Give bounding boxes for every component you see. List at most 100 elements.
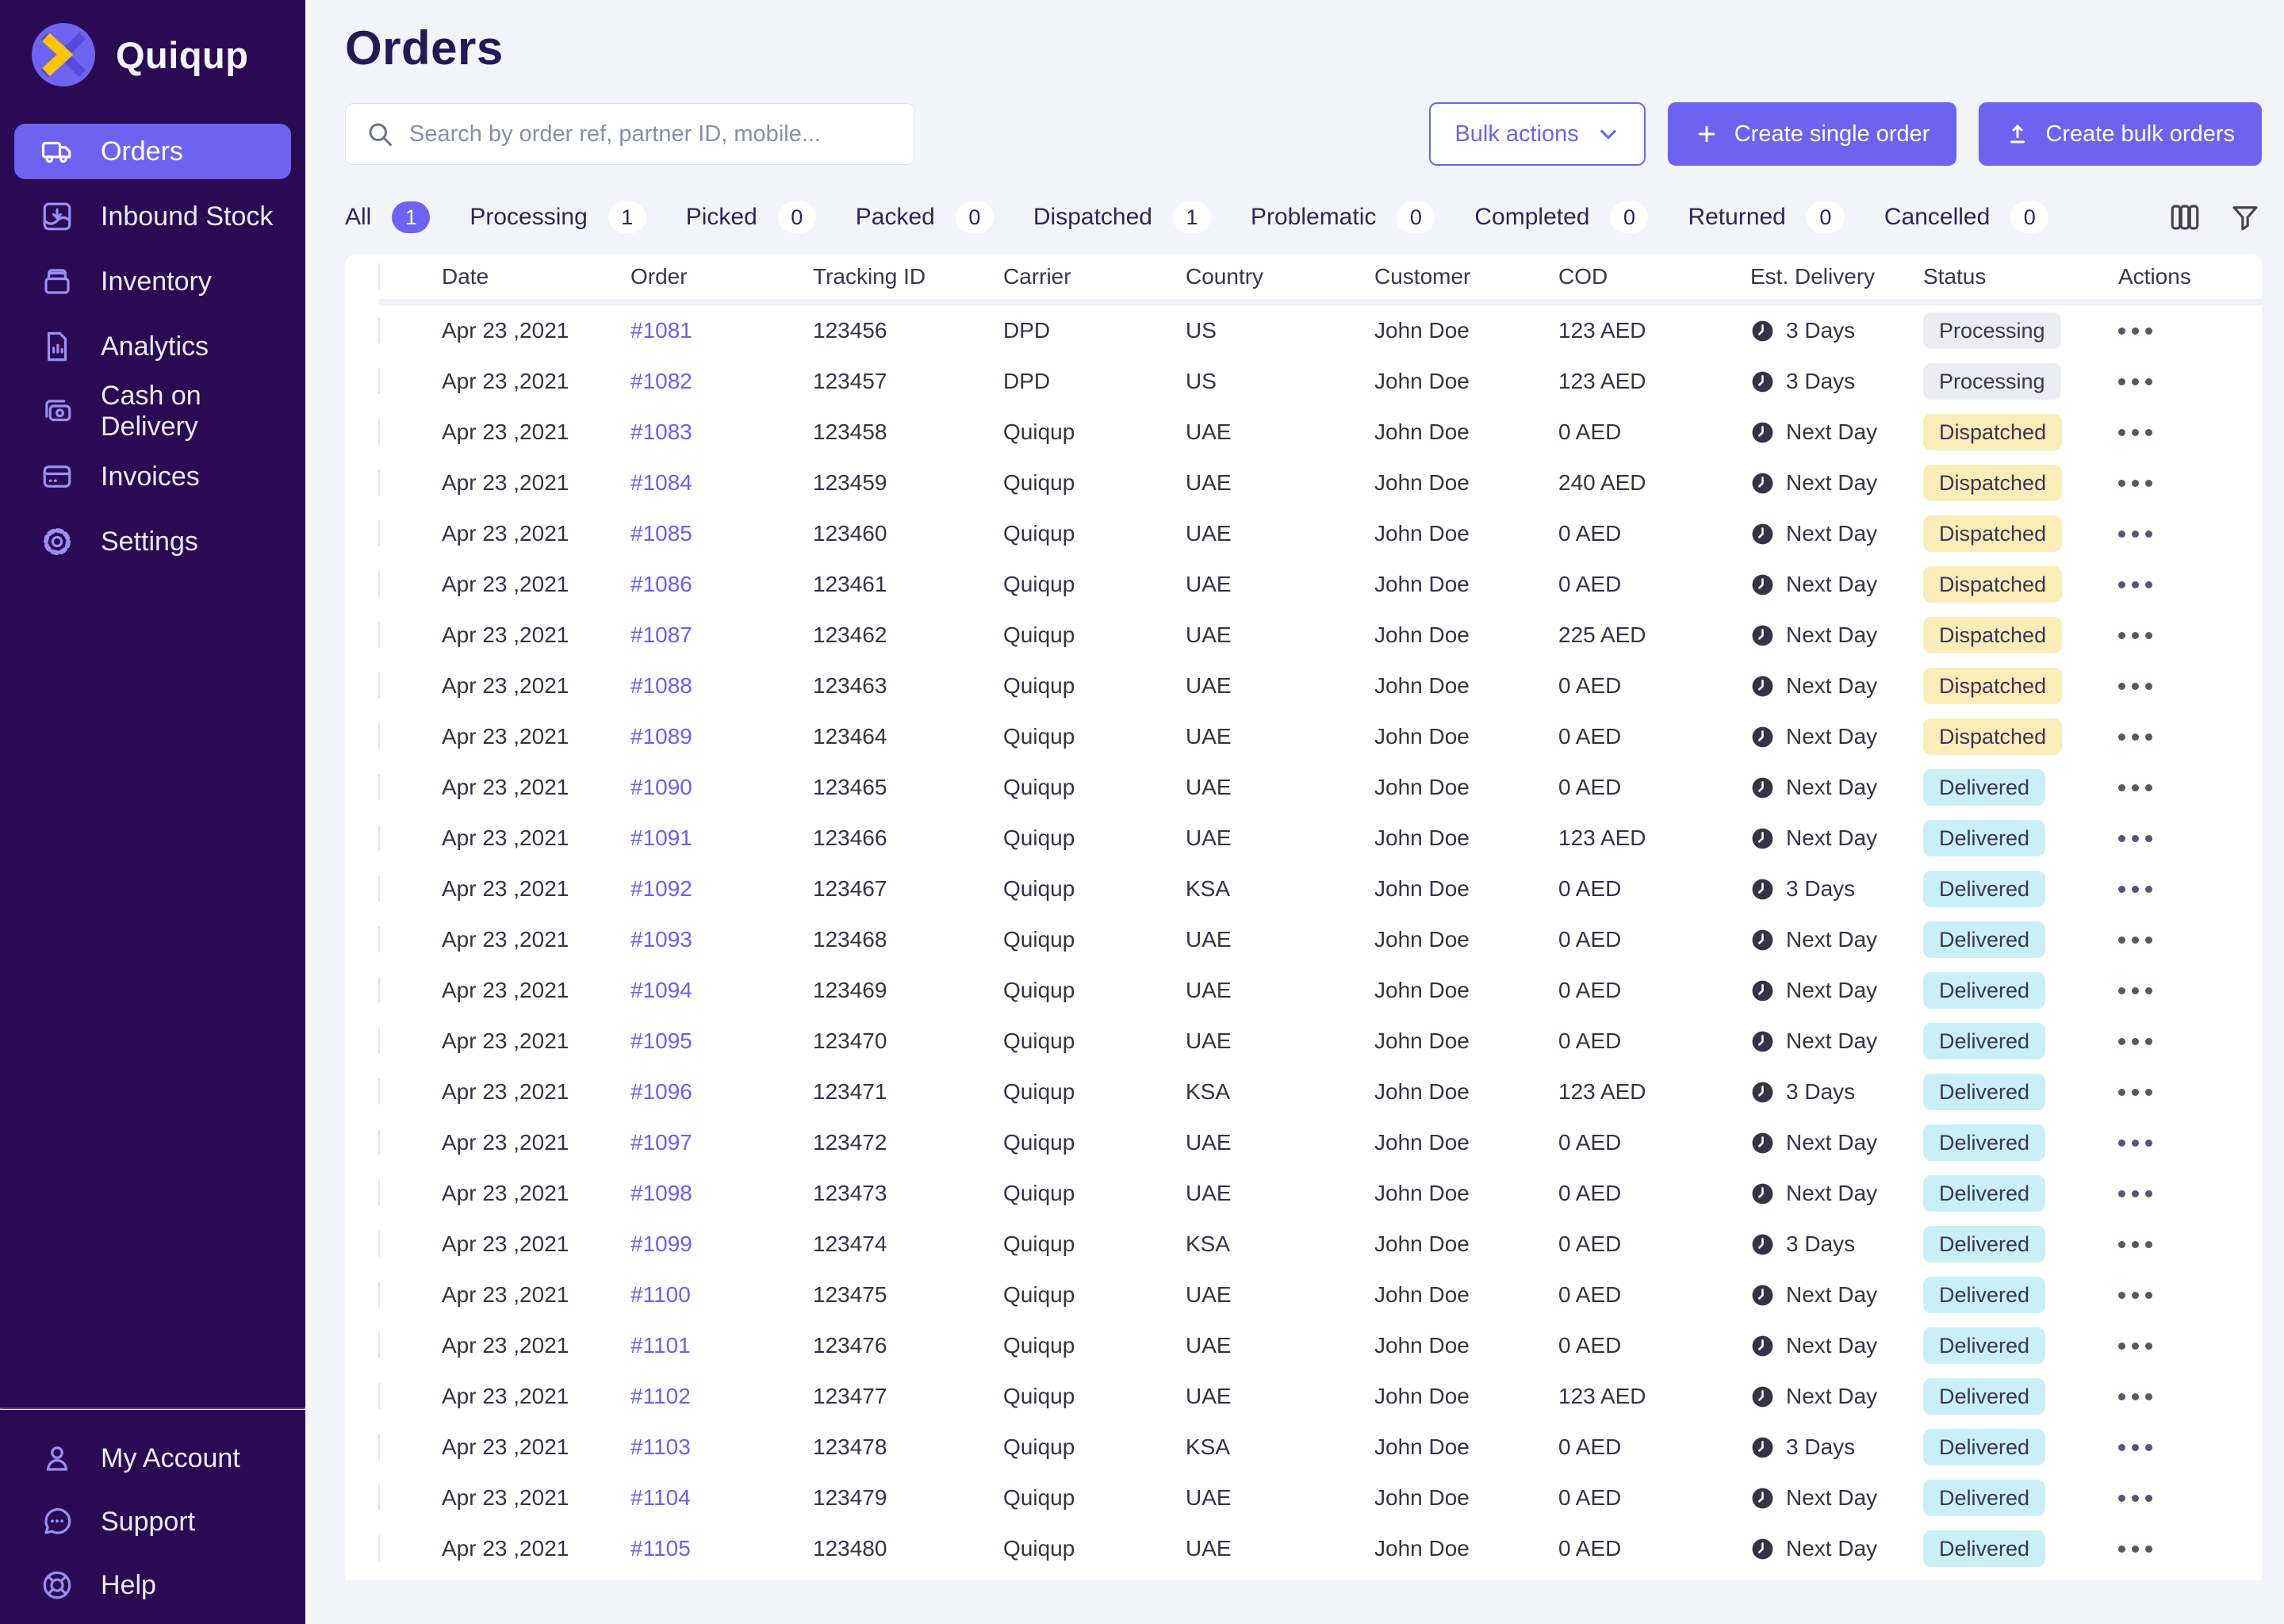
row-actions-menu[interactable]	[2118, 1133, 2152, 1153]
order-link[interactable]: #1098	[630, 1181, 692, 1205]
row-actions-menu[interactable]	[2118, 1082, 2152, 1102]
sidebar-item-cash-on-delivery[interactable]: Cash on Delivery	[14, 381, 291, 442]
row-checkbox[interactable]	[378, 1180, 380, 1206]
row-checkbox[interactable]	[378, 723, 380, 749]
order-link[interactable]: #1101	[630, 1333, 691, 1358]
order-link[interactable]: #1096	[630, 1079, 692, 1104]
row-checkbox[interactable]	[378, 1434, 380, 1460]
order-link[interactable]: #1100	[630, 1282, 691, 1307]
order-link[interactable]: #1084	[630, 470, 692, 495]
sidebar-item-inbound-stock[interactable]: Inbound Stock	[14, 189, 291, 244]
order-link[interactable]: #1082	[630, 369, 692, 393]
order-link[interactable]: #1085	[630, 521, 692, 546]
row-actions-menu[interactable]	[2118, 1488, 2152, 1508]
order-link[interactable]: #1088	[630, 673, 692, 698]
row-actions-menu[interactable]	[2118, 626, 2152, 645]
row-checkbox[interactable]	[378, 419, 380, 445]
row-checkbox[interactable]	[378, 1281, 380, 1308]
row-actions-menu[interactable]	[2118, 1184, 2152, 1204]
row-actions-menu[interactable]	[2118, 423, 2152, 442]
row-checkbox[interactable]	[378, 977, 380, 1003]
row-actions-menu[interactable]	[2118, 1387, 2152, 1407]
row-checkbox[interactable]	[378, 875, 380, 902]
row-checkbox[interactable]	[378, 1231, 380, 1257]
order-link[interactable]: #1091	[630, 825, 692, 850]
row-checkbox[interactable]	[378, 825, 380, 851]
filter-icon[interactable]	[2228, 201, 2262, 234]
order-link[interactable]: #1105	[630, 1536, 691, 1561]
create-single-order-button[interactable]: Create single order	[1667, 102, 1957, 166]
status-tab[interactable]: Cancelled 0	[1884, 201, 2049, 233]
row-actions-menu[interactable]	[2118, 981, 2152, 1001]
row-checkbox[interactable]	[378, 368, 380, 394]
status-tab[interactable]: Dispatched 1	[1033, 201, 1211, 233]
row-actions-menu[interactable]	[2118, 676, 2152, 696]
order-link[interactable]: #1097	[630, 1130, 692, 1155]
sidebar-item-orders[interactable]: Orders	[14, 124, 291, 179]
order-link[interactable]: #1104	[630, 1485, 691, 1510]
row-checkbox[interactable]	[378, 774, 380, 800]
row-actions-menu[interactable]	[2118, 879, 2152, 899]
order-link[interactable]: #1086	[630, 572, 692, 596]
sidebar-item-inventory[interactable]: Inventory	[14, 254, 291, 309]
order-link[interactable]: #1083	[630, 419, 692, 444]
sidebar-item-analytics[interactable]: Analytics	[14, 319, 291, 374]
status-tab[interactable]: Processing 1	[469, 201, 646, 233]
row-checkbox[interactable]	[378, 1332, 380, 1358]
row-checkbox[interactable]	[378, 1078, 380, 1105]
row-checkbox[interactable]	[378, 1484, 380, 1511]
row-checkbox[interactable]	[378, 622, 380, 648]
sidebar-item-support[interactable]: Support	[14, 1494, 291, 1549]
row-checkbox[interactable]	[378, 1535, 380, 1561]
row-checkbox[interactable]	[378, 469, 380, 496]
sidebar-item-invoices[interactable]: Invoices	[14, 449, 291, 504]
row-actions-menu[interactable]	[2118, 727, 2152, 747]
row-actions-menu[interactable]	[2118, 1438, 2152, 1457]
row-actions-menu[interactable]	[2118, 829, 2152, 848]
row-checkbox[interactable]	[378, 672, 380, 699]
row-actions-menu[interactable]	[2118, 930, 2152, 950]
row-checkbox[interactable]	[378, 571, 380, 597]
status-tab[interactable]: Completed 0	[1474, 201, 1649, 233]
row-checkbox[interactable]	[378, 520, 380, 546]
row-actions-menu[interactable]	[2118, 372, 2152, 392]
order-link[interactable]: #1089	[630, 724, 692, 749]
row-checkbox[interactable]	[378, 926, 380, 952]
row-checkbox[interactable]	[378, 1028, 380, 1054]
sidebar-item-help[interactable]: Help	[14, 1557, 291, 1613]
columns-icon[interactable]	[2168, 201, 2202, 234]
order-link[interactable]: #1095	[630, 1028, 692, 1053]
order-link[interactable]: #1099	[630, 1231, 692, 1256]
status-tab[interactable]: Packed 0	[856, 201, 994, 233]
order-link[interactable]: #1094	[630, 978, 692, 1002]
row-actions-menu[interactable]	[2118, 524, 2152, 544]
bulk-actions-button[interactable]: Bulk actions	[1429, 102, 1646, 166]
row-checkbox[interactable]	[378, 1383, 380, 1409]
row-checkbox[interactable]	[378, 317, 380, 343]
order-link[interactable]: #1087	[630, 622, 692, 647]
order-link[interactable]: #1093	[630, 927, 692, 952]
row-actions-menu[interactable]	[2118, 473, 2152, 493]
row-actions-menu[interactable]	[2118, 321, 2152, 341]
select-all-checkbox[interactable]	[378, 263, 380, 289]
row-actions-menu[interactable]	[2118, 1336, 2152, 1356]
order-link[interactable]: #1090	[630, 775, 692, 799]
order-link[interactable]: #1081	[630, 318, 692, 343]
row-actions-menu[interactable]	[2118, 1285, 2152, 1305]
order-link[interactable]: #1102	[630, 1384, 691, 1408]
row-actions-menu[interactable]	[2118, 778, 2152, 798]
order-link[interactable]: #1103	[630, 1434, 691, 1459]
row-actions-menu[interactable]	[2118, 1032, 2152, 1051]
status-tab[interactable]: Problematic 0	[1251, 201, 1435, 233]
order-link[interactable]: #1092	[630, 876, 692, 901]
sidebar-item-my-account[interactable]: My Account	[14, 1431, 291, 1486]
sidebar-item-settings[interactable]: Settings	[14, 514, 291, 569]
status-tab[interactable]: Returned 0	[1688, 201, 1845, 233]
row-actions-menu[interactable]	[2118, 1235, 2152, 1254]
create-bulk-orders-button[interactable]: Create bulk orders	[1979, 102, 2262, 166]
status-tab[interactable]: All 1	[345, 201, 431, 233]
search-input[interactable]	[345, 103, 914, 165]
row-checkbox[interactable]	[378, 1129, 380, 1155]
row-actions-menu[interactable]	[2118, 1539, 2152, 1559]
status-tab[interactable]: Picked 0	[686, 201, 816, 233]
